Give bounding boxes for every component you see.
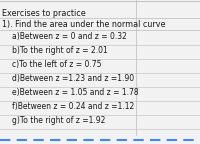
Text: d)Between z =1.23 and z =1.90: d)Between z =1.23 and z =1.90 — [12, 74, 134, 83]
Text: Exercises to practice: Exercises to practice — [2, 9, 86, 18]
Text: b)To the right of z = 2.01: b)To the right of z = 2.01 — [12, 46, 108, 55]
Text: 1). Find the area under the normal curve: 1). Find the area under the normal curve — [2, 20, 166, 29]
Text: c)To the left of z = 0.75: c)To the left of z = 0.75 — [12, 60, 102, 69]
Text: e)Between z = 1.05 and z = 1.78: e)Between z = 1.05 and z = 1.78 — [12, 88, 139, 97]
Text: g)To the right of z =1.92: g)To the right of z =1.92 — [12, 116, 105, 125]
Text: a)Between z = 0 and z = 0.32: a)Between z = 0 and z = 0.32 — [12, 32, 127, 41]
Text: f)Between z = 0.24 and z =1.12: f)Between z = 0.24 and z =1.12 — [12, 102, 134, 111]
